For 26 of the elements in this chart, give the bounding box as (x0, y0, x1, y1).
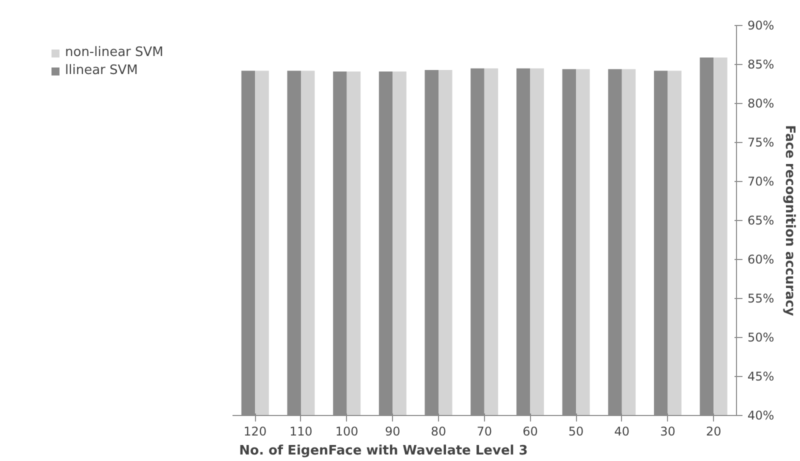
x-tick-label: 120 (244, 424, 267, 438)
x-tick-label: 100 (335, 424, 358, 438)
x-tick-label: 50 (568, 424, 584, 438)
y-tick-label: 75% (748, 136, 774, 150)
x-tick-label: 40 (614, 424, 630, 438)
x-tick-label: 110 (290, 424, 312, 438)
x-tick-label: 90 (385, 424, 400, 438)
y-tick-label: 60% (748, 252, 774, 266)
y-tick-label: 70% (748, 174, 774, 188)
y-tick-label: 40% (748, 408, 774, 422)
x-tick-label: 20 (706, 424, 722, 438)
y-tick-label: 55% (748, 292, 774, 306)
y-tick-label: 50% (748, 330, 774, 344)
y-tick-label: 85% (748, 58, 774, 72)
legend-label: llinear SVM (65, 63, 138, 78)
y-tick-label: 65% (748, 214, 774, 228)
x-tick-label: 60 (522, 424, 538, 438)
y-tick-label: 45% (748, 370, 774, 384)
y-axis-title: Face recognition accuracy (782, 124, 798, 317)
y-tick-label: 80% (748, 96, 774, 110)
y-tick-label: 90% (748, 18, 774, 32)
x-tick-label: 70 (476, 424, 492, 438)
legend-label: non-linear SVM (65, 45, 164, 60)
x-axis-title: No. of EigenFace with Wavelate Level 3 (239, 444, 528, 458)
x-tick-label: 30 (660, 424, 676, 438)
x-tick-label: 80 (430, 424, 446, 438)
